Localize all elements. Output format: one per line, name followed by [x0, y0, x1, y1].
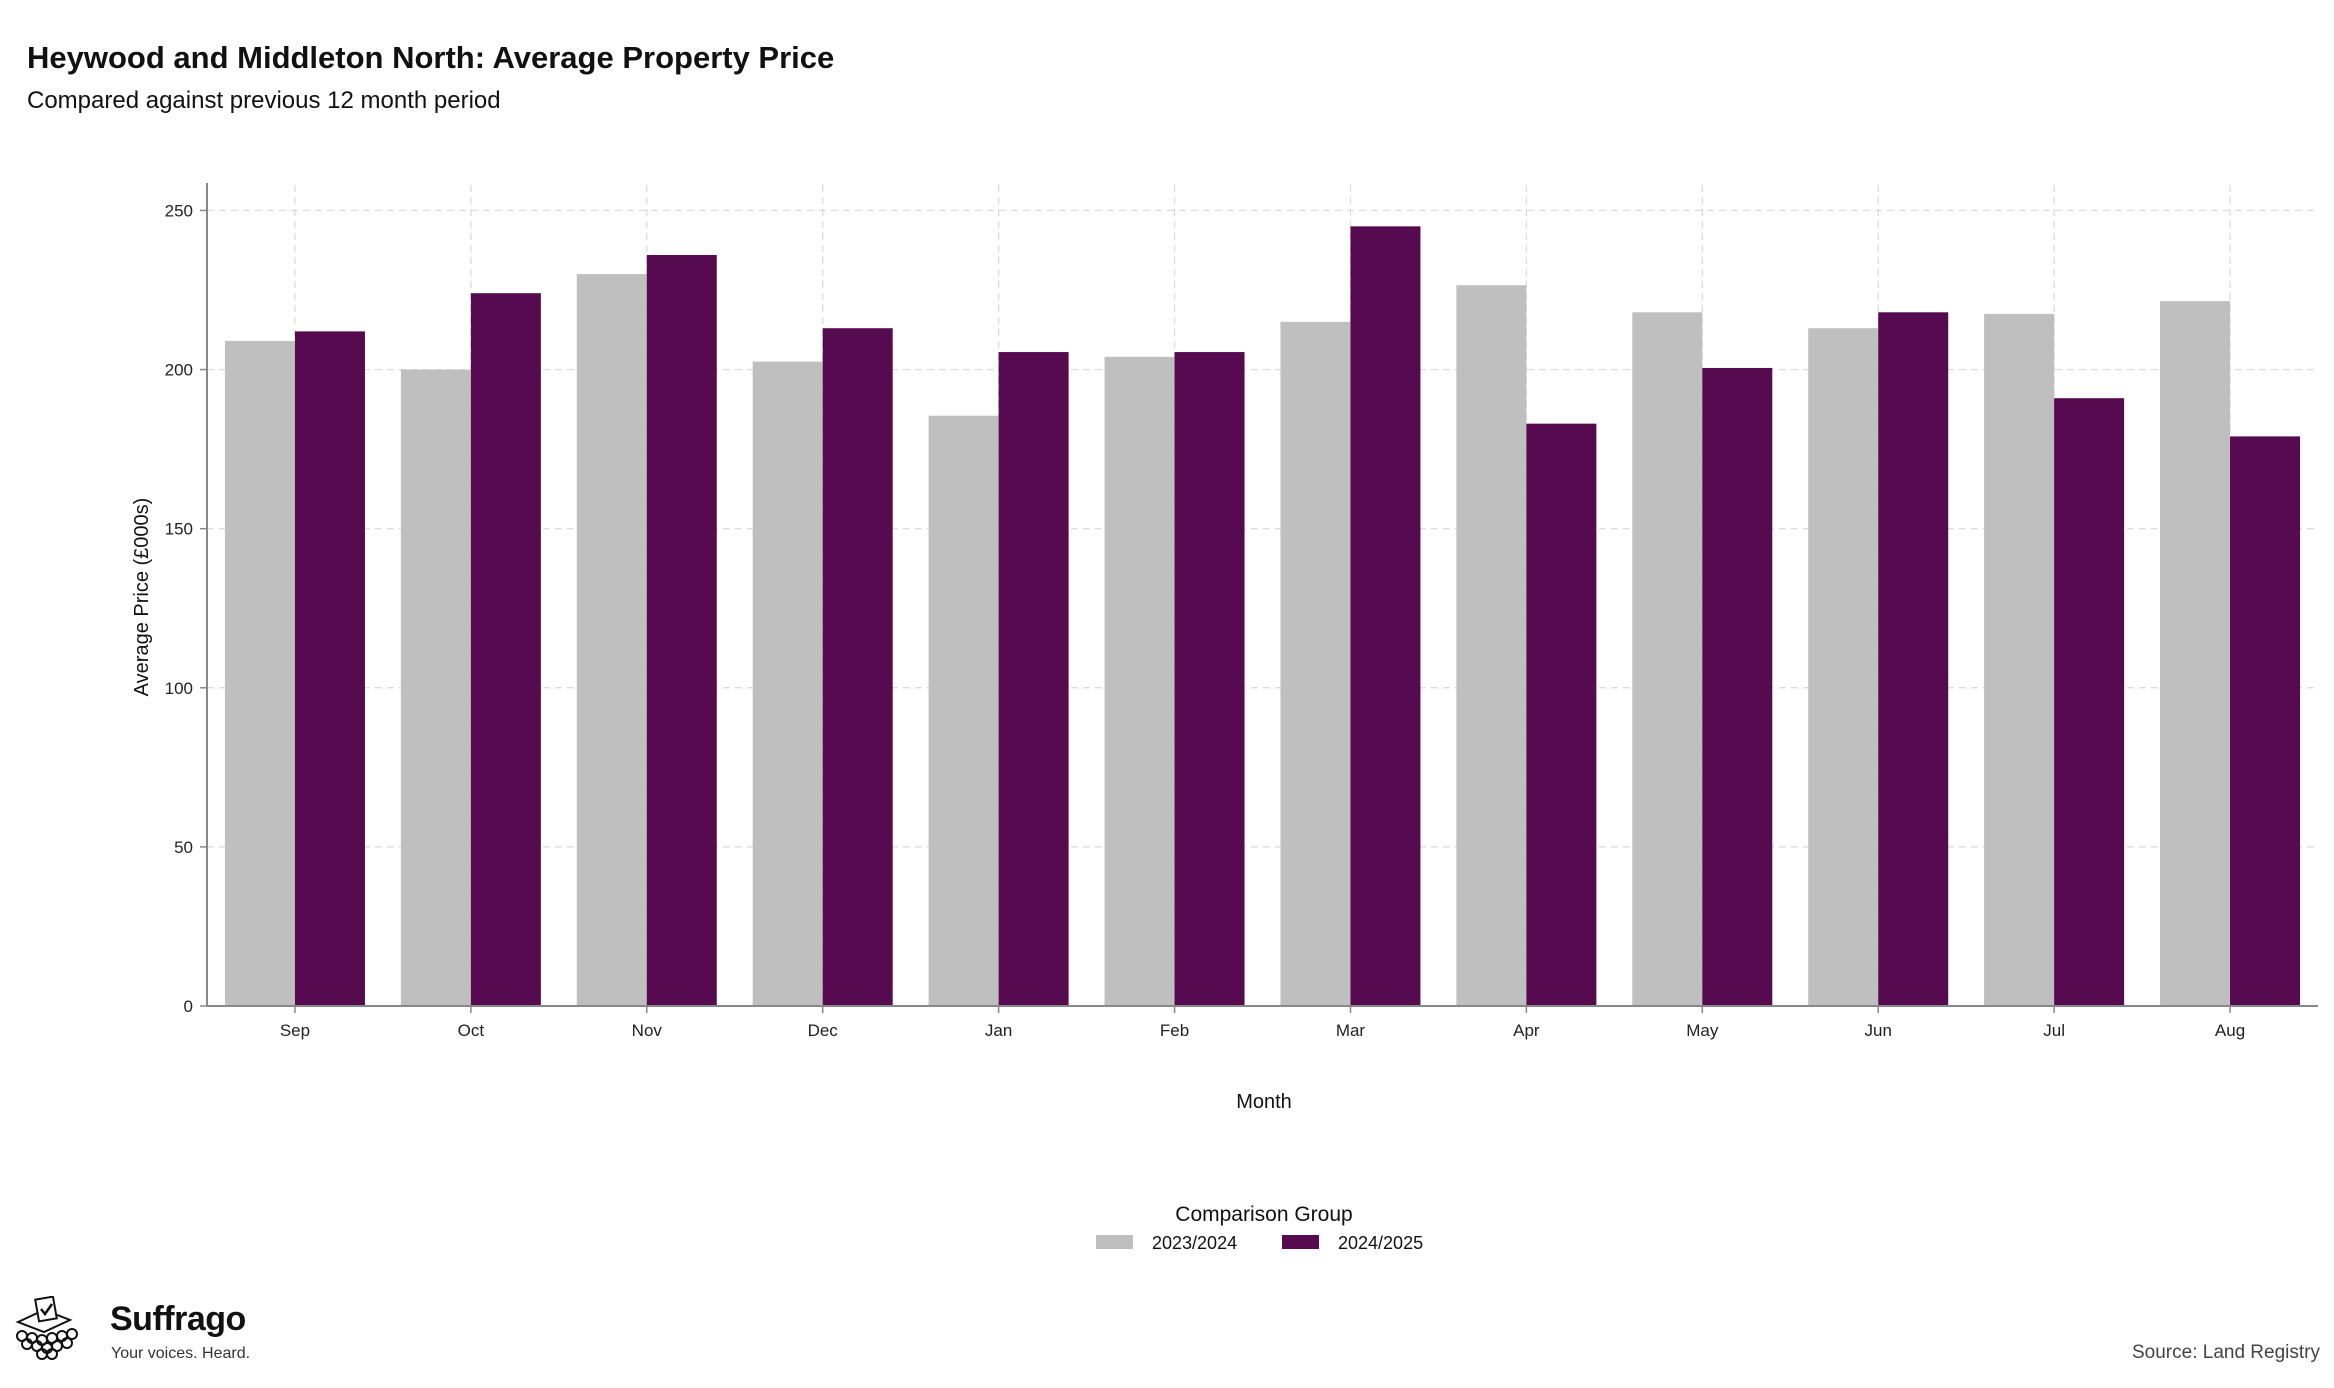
bar-2024-2025-sep: [294, 331, 365, 1006]
bar-2023-2024-jan: [928, 415, 999, 1006]
bar-2023-2024-oct: [400, 369, 471, 1006]
bars-layer: [224, 226, 2301, 1007]
legend-swatch: [1096, 1235, 1133, 1249]
axes: [200, 183, 2318, 1013]
x-axis-title: Month: [1236, 1091, 1292, 1113]
y-tick-label: 200: [165, 361, 193, 380]
bar-2023-2024-feb: [1104, 356, 1175, 1006]
bar-2024-2025-apr: [1526, 423, 1597, 1006]
bar-2023-2024-jun: [1808, 328, 1879, 1007]
bar-2023-2024-aug: [2160, 301, 2231, 1006]
bar-2024-2025-may: [1702, 367, 1773, 1006]
bar-2024-2025-oct: [470, 293, 541, 1006]
bar-2024-2025-aug: [2230, 436, 2301, 1006]
x-tick-label: Sep: [280, 1021, 310, 1040]
legend-title: Comparison Group: [1175, 1203, 1352, 1226]
y-axis-title: Average Price (£000s): [131, 498, 153, 697]
bar-2023-2024-nov: [576, 274, 647, 1006]
legend: Comparison Group 2023/2024 2024/2025: [1096, 1203, 1423, 1253]
y-tick-label: 100: [165, 679, 193, 698]
bar-2023-2024-jul: [1984, 313, 2055, 1006]
source-note: Source: Land Registry: [2132, 1342, 2320, 1363]
ballot-box-icon: [15, 1296, 78, 1360]
bar-2023-2024-apr: [1456, 285, 1527, 1006]
x-tick-label: Jul: [2043, 1021, 2065, 1040]
suffrago-logo: [15, 1296, 78, 1360]
bar-2024-2025-nov: [646, 255, 717, 1006]
chart-subtitle: Compared against previous 12 month perio…: [27, 87, 501, 114]
y-tick-label: 150: [165, 520, 193, 539]
y-tick-label: 250: [165, 201, 193, 220]
legend-label: 2024/2025: [1338, 1233, 1423, 1253]
bar-2024-2025-jun: [1878, 312, 1949, 1006]
bar-2024-2025-mar: [1350, 226, 1421, 1006]
bar-2023-2024-may: [1632, 312, 1703, 1006]
x-tick-label: Oct: [458, 1021, 485, 1040]
bar-2023-2024-mar: [1280, 321, 1351, 1006]
x-tick-labels: Sep Oct Nov Dec Jan Feb Mar Apr May Jun Jul Aug: [280, 1021, 2245, 1040]
x-tick-label: Nov: [632, 1021, 663, 1040]
bar-2024-2025-jan: [998, 352, 1069, 1006]
x-tick-label: Apr: [1513, 1021, 1540, 1040]
bar-2024-2025-jul: [2054, 398, 2125, 1006]
x-tick-label: Jan: [985, 1021, 1012, 1040]
legend-label: 2023/2024: [1152, 1233, 1237, 1253]
chart-title: Heywood and Middleton North: Average Pro…: [27, 40, 835, 75]
x-tick-label: Feb: [1160, 1021, 1189, 1040]
x-tick-label: Mar: [1336, 1021, 1366, 1040]
x-tick-label: Dec: [808, 1021, 839, 1040]
x-tick-label: Jun: [1864, 1021, 1891, 1040]
y-tick-labels: 0 50 100 150 200 250: [165, 201, 193, 1016]
bar-2024-2025-dec: [822, 328, 893, 1007]
legend-swatch: [1282, 1235, 1319, 1249]
brand-name: Suffrago: [110, 1300, 246, 1338]
x-tick-label: Aug: [2215, 1021, 2245, 1040]
y-tick-label: 0: [184, 997, 193, 1016]
y-tick-label: 50: [174, 838, 193, 857]
bar-2024-2025-feb: [1174, 352, 1245, 1006]
bar-2023-2024-sep: [224, 340, 295, 1006]
bar-2023-2024-dec: [752, 361, 823, 1006]
brand-tagline: Your voices. Heard.: [111, 1345, 251, 1362]
x-tick-label: May: [1686, 1021, 1719, 1040]
